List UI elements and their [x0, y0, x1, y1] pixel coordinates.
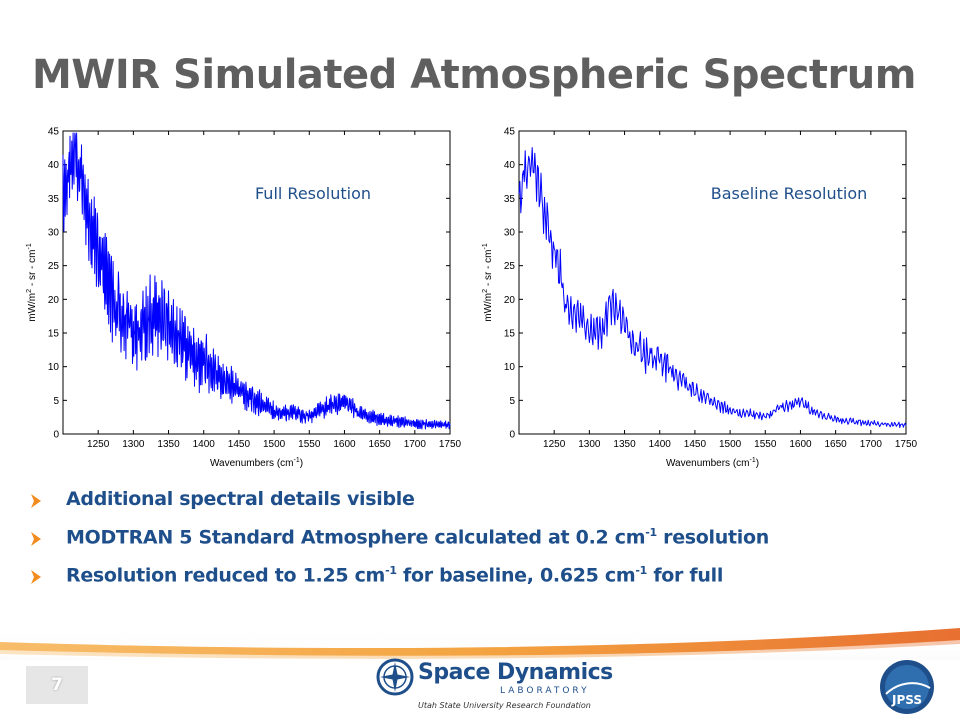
- y-tick-label: 15: [504, 329, 516, 340]
- bullet-text: Additional spectral details visible: [66, 488, 415, 510]
- x-tick-label: 1350: [613, 439, 636, 450]
- page-number: 7: [26, 666, 88, 704]
- slide-title: MWIR Simulated Atmospheric Spectrum: [32, 52, 916, 98]
- bullet-text-part: Resolution reduced to 1.25 cm: [66, 564, 386, 587]
- x-tick-label: 1350: [157, 439, 180, 450]
- y-tick-label: 45: [48, 127, 60, 138]
- chart-annotation: Baseline Resolution: [711, 184, 868, 203]
- x-tick-label: 1400: [649, 439, 672, 450]
- chart-annotation: Full Resolution: [255, 184, 371, 203]
- y-tick-label: 35: [504, 194, 516, 205]
- chevron-bullet-icon: [31, 570, 41, 584]
- chart-baseline-resolution: [518, 130, 907, 435]
- x-tick-label: 1600: [333, 439, 356, 450]
- bullet-text: Resolution reduced to 1.25 cm-1 for base…: [66, 564, 723, 586]
- x-tick-label: 1750: [895, 439, 918, 450]
- y-tick-label: 15: [48, 329, 60, 340]
- y-tick-label: 5: [53, 396, 59, 407]
- x-axis-label: Wavenumbers (cm-1): [666, 457, 759, 469]
- x-tick-label: 1450: [228, 439, 251, 450]
- y-tick-label: 20: [48, 295, 60, 306]
- bullet-text: MODTRAN 5 Standard Atmosphere calculated…: [66, 526, 769, 548]
- x-tick-label: 1300: [122, 439, 145, 450]
- x-tick-label: 1550: [298, 439, 321, 450]
- y-tick-label: 0: [509, 430, 515, 441]
- x-tick-label: 1700: [404, 439, 427, 450]
- y-tick-label: 45: [504, 127, 516, 138]
- x-axis-label: Wavenumbers (cm-1): [210, 457, 303, 469]
- y-tick-label: 25: [48, 261, 60, 272]
- x-tick-label: 1250: [87, 439, 110, 450]
- series-line: [62, 132, 451, 430]
- y-axis-label: mW/m2 - sr - cm-1: [26, 243, 38, 322]
- jpss-logo-icon: JPSS: [880, 660, 934, 714]
- org-subtitle: Utah State University Research Foundatio…: [418, 701, 591, 710]
- bullet-superscript: -1: [385, 564, 397, 577]
- org-lab: LABORATORY: [500, 686, 590, 696]
- x-tick-label: 1750: [439, 439, 462, 450]
- y-tick-label: 5: [509, 396, 515, 407]
- bullet-superscript: -1: [645, 526, 657, 539]
- y-tick-label: 40: [48, 160, 60, 171]
- bullet-item: MODTRAN 5 Standard Atmosphere calculated…: [30, 526, 930, 564]
- bullet-item: Additional spectral details visible: [30, 488, 930, 526]
- bullet-list: Additional spectral details visible MODT…: [30, 488, 930, 602]
- chart-full-resolution: [62, 130, 451, 435]
- y-axis-label: mW/m2 - sr - cm-1: [482, 243, 494, 322]
- y-tick-label: 10: [504, 362, 516, 373]
- sdl-logo-icon: [376, 658, 414, 696]
- plot-frame: [62, 130, 451, 435]
- footer-band: [0, 620, 960, 720]
- y-tick-label: 25: [504, 261, 516, 272]
- x-tick-label: 1500: [263, 439, 286, 450]
- jpss-text: JPSS: [891, 693, 922, 707]
- chevron-bullet-icon: [31, 494, 41, 508]
- x-tick-label: 1300: [578, 439, 601, 450]
- x-tick-label: 1450: [684, 439, 707, 450]
- org-name: Space Dynamics: [418, 660, 613, 685]
- x-tick-label: 1500: [719, 439, 742, 450]
- y-tick-label: 10: [48, 362, 60, 373]
- bullet-text-part: MODTRAN 5 Standard Atmosphere calculated…: [66, 526, 646, 549]
- y-tick-label: 40: [504, 160, 516, 171]
- x-tick-label: 1700: [860, 439, 883, 450]
- bullet-item: Resolution reduced to 1.25 cm-1 for base…: [30, 564, 930, 602]
- bullet-text-part: for full: [647, 564, 724, 587]
- x-tick-label: 1250: [543, 439, 566, 450]
- x-tick-label: 1400: [193, 439, 216, 450]
- x-tick-label: 1650: [825, 439, 848, 450]
- bullet-text-part: resolution: [656, 526, 769, 549]
- x-tick-label: 1600: [789, 439, 812, 450]
- y-tick-label: 0: [53, 430, 59, 441]
- chevron-bullet-icon: [31, 532, 41, 546]
- y-tick-label: 35: [48, 194, 60, 205]
- y-tick-label: 30: [48, 228, 60, 239]
- y-tick-label: 30: [504, 228, 516, 239]
- series-line: [518, 147, 907, 428]
- bullet-superscript: -1: [635, 564, 647, 577]
- x-tick-label: 1550: [754, 439, 777, 450]
- bullet-text-part: for baseline, 0.625 cm: [396, 564, 636, 587]
- x-tick-label: 1650: [369, 439, 392, 450]
- y-tick-label: 20: [504, 295, 516, 306]
- plot-frame: [518, 130, 907, 435]
